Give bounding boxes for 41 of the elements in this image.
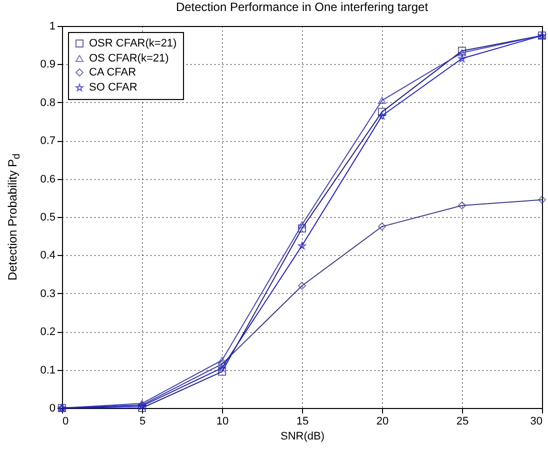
legend-label: OS CFAR(k=21) [89,52,169,64]
x-axis-title: SNR(dB) [280,430,325,442]
legend-label: CA CFAR [89,66,136,78]
x-tick-label: 25 [456,416,469,428]
x-tick-label: 5 [139,416,146,428]
point [298,224,306,232]
y-tick-label: 0.2 [40,326,56,338]
y-tick-label: 0.7 [40,135,56,148]
point [378,222,386,231]
x-tick-label: 0 [62,416,69,428]
point [218,364,226,372]
y-tick-label: 0.8 [40,96,56,109]
y-tick-label: 0.1 [40,364,56,376]
point [458,54,466,62]
y-tick-label: 0.3 [40,288,56,300]
point [378,108,386,116]
x-tick-label: 15 [296,416,309,428]
y-tick-label: 0.6 [40,173,56,186]
point [298,282,306,290]
legend-label: SO CFAR [89,82,138,94]
point [218,360,226,368]
point [538,196,546,204]
point [458,49,466,56]
x-tick-label: 20 [376,416,389,428]
y-tick-label: 0.9 [40,58,56,71]
y-tick-label: 0.4 [40,250,56,262]
point [218,368,226,376]
chart-title: Detection Performance in One interfering target [176,0,429,14]
legend-label: OSR CFAR(k=21) [89,38,177,50]
y-tick-label: 0 [49,402,56,414]
point [378,112,386,120]
point [458,202,466,210]
x-tick-label: 10 [216,416,229,428]
point [378,96,386,104]
y-tick-label: 1 [49,20,56,32]
y-tick-label: 0.5 [40,212,56,224]
x-tick-label: 30 [530,416,542,428]
point [138,404,146,412]
point [298,242,306,250]
point [218,356,226,364]
point [298,221,306,228]
